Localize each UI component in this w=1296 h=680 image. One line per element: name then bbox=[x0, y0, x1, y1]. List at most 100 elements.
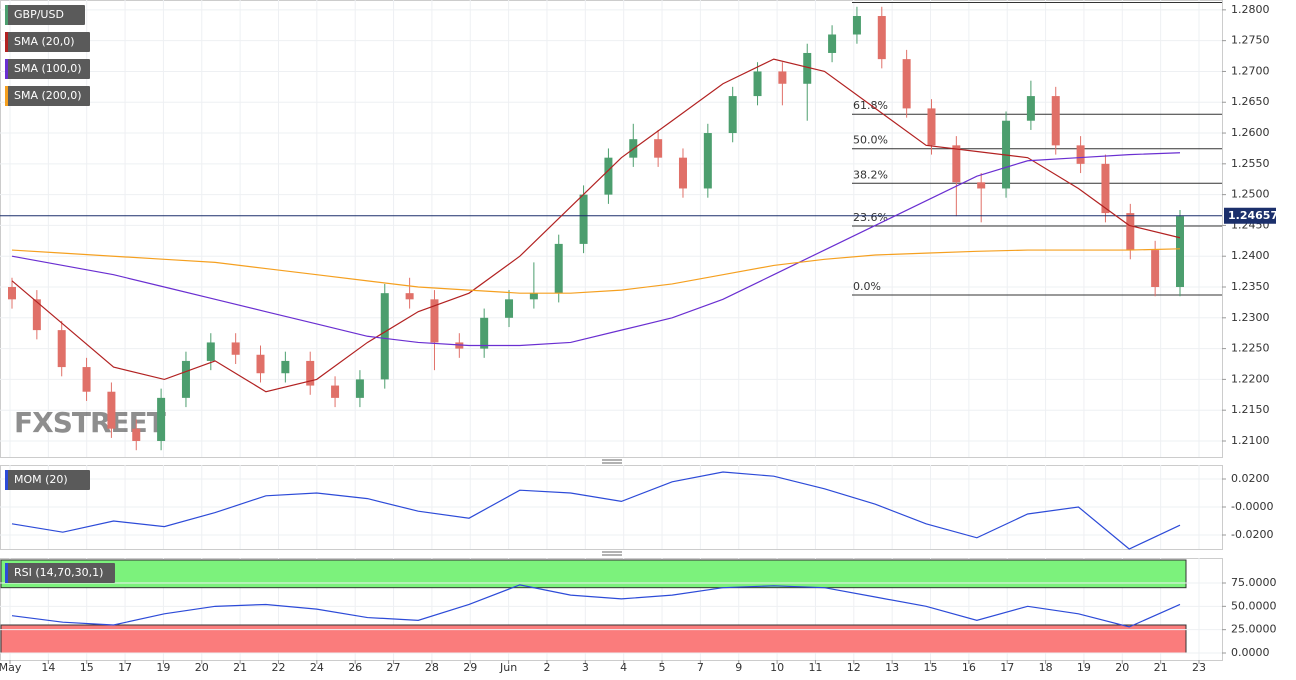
candle-body bbox=[877, 16, 886, 60]
fib-label: 38.2% bbox=[853, 168, 888, 181]
candle-body bbox=[231, 342, 240, 355]
y-tick-label: 1.2650 bbox=[1231, 95, 1270, 108]
y-tick-label: 1.2500 bbox=[1231, 188, 1270, 201]
indicator-line bbox=[11, 58, 1181, 393]
x-tick-label: 2 bbox=[543, 661, 550, 674]
legend-box bbox=[5, 32, 90, 52]
candle-body bbox=[430, 299, 439, 343]
candle-body bbox=[952, 145, 961, 183]
candle-body bbox=[554, 243, 563, 294]
candle-body bbox=[1176, 216, 1184, 288]
indicator-line bbox=[11, 248, 1181, 294]
y-tick-label: 1.2150 bbox=[1231, 403, 1270, 416]
legend-label: SMA (20,0) bbox=[14, 35, 75, 48]
x-tick-label: 21 bbox=[233, 661, 247, 674]
candle-body bbox=[380, 293, 389, 380]
watermark: FXSTREET bbox=[14, 406, 166, 439]
y-tick-label: 1.2400 bbox=[1231, 249, 1270, 262]
panel-frame bbox=[0, 558, 1223, 661]
candle-body bbox=[728, 96, 737, 134]
candle-body bbox=[803, 52, 812, 84]
candle-body bbox=[678, 157, 687, 189]
x-tick-label: 10 bbox=[770, 661, 784, 674]
x-tick-label: 17 bbox=[1000, 661, 1014, 674]
x-tick-label: 13 bbox=[885, 661, 899, 674]
y-tick-label: 1.2800 bbox=[1231, 3, 1270, 16]
candle-body bbox=[529, 293, 538, 300]
y-tick-label: 1.2750 bbox=[1231, 34, 1270, 47]
x-tick-label: May bbox=[0, 661, 22, 674]
candle-body bbox=[181, 360, 190, 398]
x-tick-label: 3 bbox=[582, 661, 589, 674]
x-tick-label: 28 bbox=[425, 661, 439, 674]
y-tick-label: 1.2600 bbox=[1231, 126, 1270, 139]
x-tick-label: 4 bbox=[620, 661, 627, 674]
candle-body bbox=[778, 71, 787, 84]
candle-body bbox=[1051, 96, 1060, 146]
y-tick-label: 1.2300 bbox=[1231, 311, 1270, 324]
candle-body bbox=[157, 397, 166, 441]
y-tick-label: 75.0000 bbox=[1231, 576, 1277, 589]
candle-body bbox=[828, 34, 837, 53]
x-tick-label: 12 bbox=[847, 661, 861, 674]
x-tick-label: 14 bbox=[41, 661, 55, 674]
x-tick-label: 19 bbox=[1077, 661, 1091, 674]
candle-body bbox=[1101, 163, 1110, 214]
legend-swatch bbox=[5, 59, 8, 79]
candle-body bbox=[331, 385, 340, 398]
last-price-box bbox=[1224, 207, 1276, 224]
candle-body bbox=[82, 367, 91, 392]
fib-label: 0.0% bbox=[853, 280, 881, 293]
candle-body bbox=[1076, 145, 1085, 164]
x-tick-label: 20 bbox=[1115, 661, 1129, 674]
x-tick-label: 26 bbox=[348, 661, 362, 674]
x-tick-label: 11 bbox=[808, 661, 822, 674]
panel-frame bbox=[0, 0, 1223, 458]
y-tick-label: 1.2250 bbox=[1231, 342, 1270, 355]
candle-body bbox=[355, 379, 364, 398]
y-tick-label: -0.0200 bbox=[1231, 528, 1273, 541]
candle-body bbox=[852, 16, 861, 35]
y-tick-label: 1.2550 bbox=[1231, 157, 1270, 170]
candle-body bbox=[107, 391, 116, 429]
fib-label: 61.8% bbox=[853, 99, 888, 112]
candle-body bbox=[132, 428, 141, 441]
y-tick-label: 0.0200 bbox=[1231, 472, 1270, 485]
legend-label: GBP/USD bbox=[14, 8, 64, 21]
candle-body bbox=[604, 157, 613, 195]
x-tick-label: 18 bbox=[1039, 661, 1053, 674]
legend-box bbox=[5, 59, 90, 79]
candle-body bbox=[206, 342, 215, 361]
candle-body bbox=[1151, 250, 1160, 288]
x-tick-label: 17 bbox=[118, 661, 132, 674]
x-tick-label: 16 bbox=[962, 661, 976, 674]
y-tick-label: 1.2700 bbox=[1231, 64, 1270, 77]
legend-box bbox=[5, 5, 85, 25]
x-tick-label: 22 bbox=[271, 661, 285, 674]
y-tick-label: 0.0000 bbox=[1231, 646, 1270, 659]
x-tick-label: 9 bbox=[735, 661, 742, 674]
x-tick-label: 24 bbox=[310, 661, 324, 674]
candle-body bbox=[57, 330, 66, 368]
candle-body bbox=[405, 293, 414, 300]
indicator-line bbox=[11, 584, 1181, 628]
x-tick-label: 15 bbox=[80, 661, 94, 674]
candle-body bbox=[8, 287, 16, 300]
x-tick-label: 29 bbox=[463, 661, 477, 674]
y-tick-label: 25.0000 bbox=[1231, 623, 1277, 636]
candle-body bbox=[703, 133, 712, 189]
legend-label: RSI (14,70,30,1) bbox=[14, 566, 103, 579]
legend-box bbox=[5, 86, 90, 106]
legend-box bbox=[5, 470, 90, 490]
legend-swatch bbox=[5, 32, 8, 52]
candle-body bbox=[654, 139, 663, 158]
candle-body bbox=[480, 317, 489, 349]
fib-label: 50.0% bbox=[853, 134, 888, 147]
legend-box bbox=[5, 563, 115, 583]
x-tick-label: 19 bbox=[156, 661, 170, 674]
legend-label: MOM (20) bbox=[14, 473, 68, 486]
y-tick-label: 1.2350 bbox=[1231, 280, 1270, 293]
candle-body bbox=[505, 299, 514, 318]
x-tick-label: 5 bbox=[659, 661, 666, 674]
